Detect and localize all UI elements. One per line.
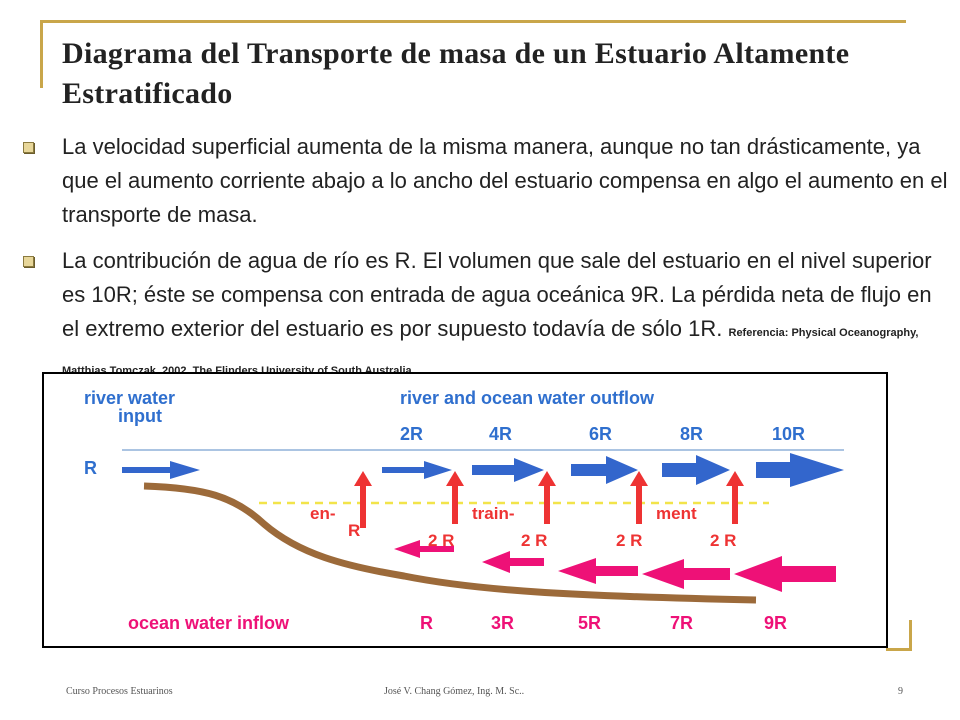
bullet-list: La velocidad superficial aumenta de la m… (22, 130, 950, 400)
outflow-value: 6R (589, 424, 612, 444)
outflow-value: 8R (680, 424, 703, 444)
bottom-right-decoration-vline (909, 620, 912, 650)
stratified-estuary-diagram: river water input river and ocean water … (42, 372, 888, 648)
entrainment-value: 2 R (710, 531, 736, 550)
inflow-value: 3R (491, 613, 514, 633)
outflow-value: 4R (489, 424, 512, 444)
outflow-value: 10R (772, 424, 805, 444)
entrainment-text-en: en- (310, 504, 336, 523)
outflow-arrow-4r (472, 458, 544, 482)
inflow-value: R (420, 613, 433, 633)
entrainment-arrow-1 (354, 471, 372, 528)
footer-course: Curso Procesos Estuarinos (66, 686, 173, 697)
entrainment-value: 2 R (521, 531, 547, 550)
inflow-value: 7R (670, 613, 693, 633)
slide-title: Diagrama del Transporte de masa de un Es… (62, 37, 850, 110)
inflow-arrow-7r (642, 559, 730, 589)
entrainment-text-train: train- (472, 504, 515, 523)
outflow-arrow-10r (756, 453, 844, 487)
inflow-value: 5R (578, 613, 601, 633)
estuary-bottom-profile (143, 482, 757, 604)
entrainment-arrow-4 (630, 471, 648, 524)
outflow-arrow-2r (382, 461, 452, 479)
inflow-arrow-5r (558, 558, 638, 584)
inflow-arrow-r (394, 540, 454, 558)
entrainment-text-r: R (348, 521, 360, 540)
bottom-right-decoration-line (886, 648, 912, 651)
diagram-canvas: river water input river and ocean water … (84, 388, 844, 633)
square-bullet-icon (23, 256, 34, 267)
entrainment-text-ment: ment (656, 504, 697, 523)
entrainment-value: 2 R (616, 531, 642, 550)
river-input-arrow (122, 461, 200, 479)
river-input-label-line2: input (118, 406, 162, 426)
outflow-arrow-8r (662, 455, 730, 485)
footer-page-number: 9 (898, 686, 903, 697)
inflow-arrow-3r (482, 551, 544, 573)
top-decoration-line (40, 20, 906, 23)
outflow-label: river and ocean water outflow (400, 388, 655, 408)
entrainment-value: 2 R (428, 531, 454, 550)
inflow-label: ocean water inflow (128, 613, 290, 633)
entrainment-arrow-2 (446, 471, 464, 524)
entrainment-arrow-3 (538, 471, 556, 524)
inflow-value: 9R (764, 613, 787, 633)
input-arrow-label: R (84, 458, 97, 478)
bullet-text-2: La contribución de agua de río es R. El … (62, 248, 932, 341)
footer-author: José V. Chang Gómez, Ing. M. Sc.. (384, 686, 525, 697)
entrainment-arrow-5 (726, 471, 744, 524)
river-input-label-line1: river water (84, 388, 175, 408)
square-bullet-icon (23, 142, 34, 153)
bullet-text-1: La velocidad superficial aumenta de la m… (62, 134, 948, 227)
bullet-item-1: La velocidad superficial aumenta de la m… (22, 130, 950, 232)
inflow-arrow-9r (734, 556, 836, 592)
outflow-arrow-6r (571, 456, 638, 484)
outflow-value: 2R (400, 424, 423, 444)
left-decoration-line (40, 22, 43, 88)
bullet-item-2: La contribución de agua de río es R. El … (22, 244, 950, 388)
